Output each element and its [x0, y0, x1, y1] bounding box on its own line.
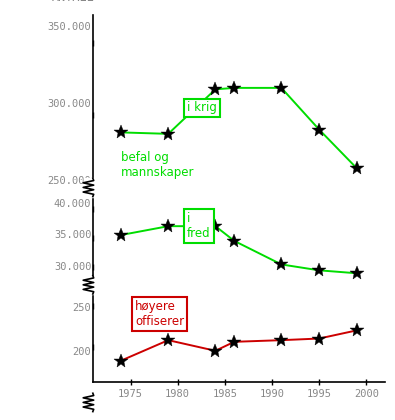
Bar: [84, 393, 94, 412]
Text: i krig: i krig: [187, 102, 217, 115]
Text: ANTALL: ANTALL: [52, 0, 95, 4]
Text: 35.000: 35.000: [54, 230, 91, 240]
Text: befal og
mannskaper: befal og mannskaper: [121, 152, 195, 179]
Bar: [84, 276, 94, 294]
Text: 40.000: 40.000: [54, 199, 91, 209]
Text: 1990: 1990: [260, 389, 284, 399]
Text: i
fred: i fred: [187, 212, 211, 240]
Text: 300.000: 300.000: [48, 99, 91, 109]
Text: 1980: 1980: [165, 389, 190, 399]
Text: 250.000: 250.000: [48, 176, 91, 186]
Text: 1985: 1985: [213, 389, 237, 399]
Text: 350.000: 350.000: [48, 22, 91, 32]
Bar: [84, 178, 94, 197]
Text: 1975: 1975: [118, 389, 143, 399]
Text: 250: 250: [73, 303, 91, 313]
Text: 200: 200: [73, 346, 91, 357]
Text: 30.000: 30.000: [54, 262, 91, 272]
Text: høyere
offiserer: høyere offiserer: [135, 300, 184, 328]
Text: 1995: 1995: [307, 389, 332, 399]
Text: 2000: 2000: [354, 389, 379, 399]
